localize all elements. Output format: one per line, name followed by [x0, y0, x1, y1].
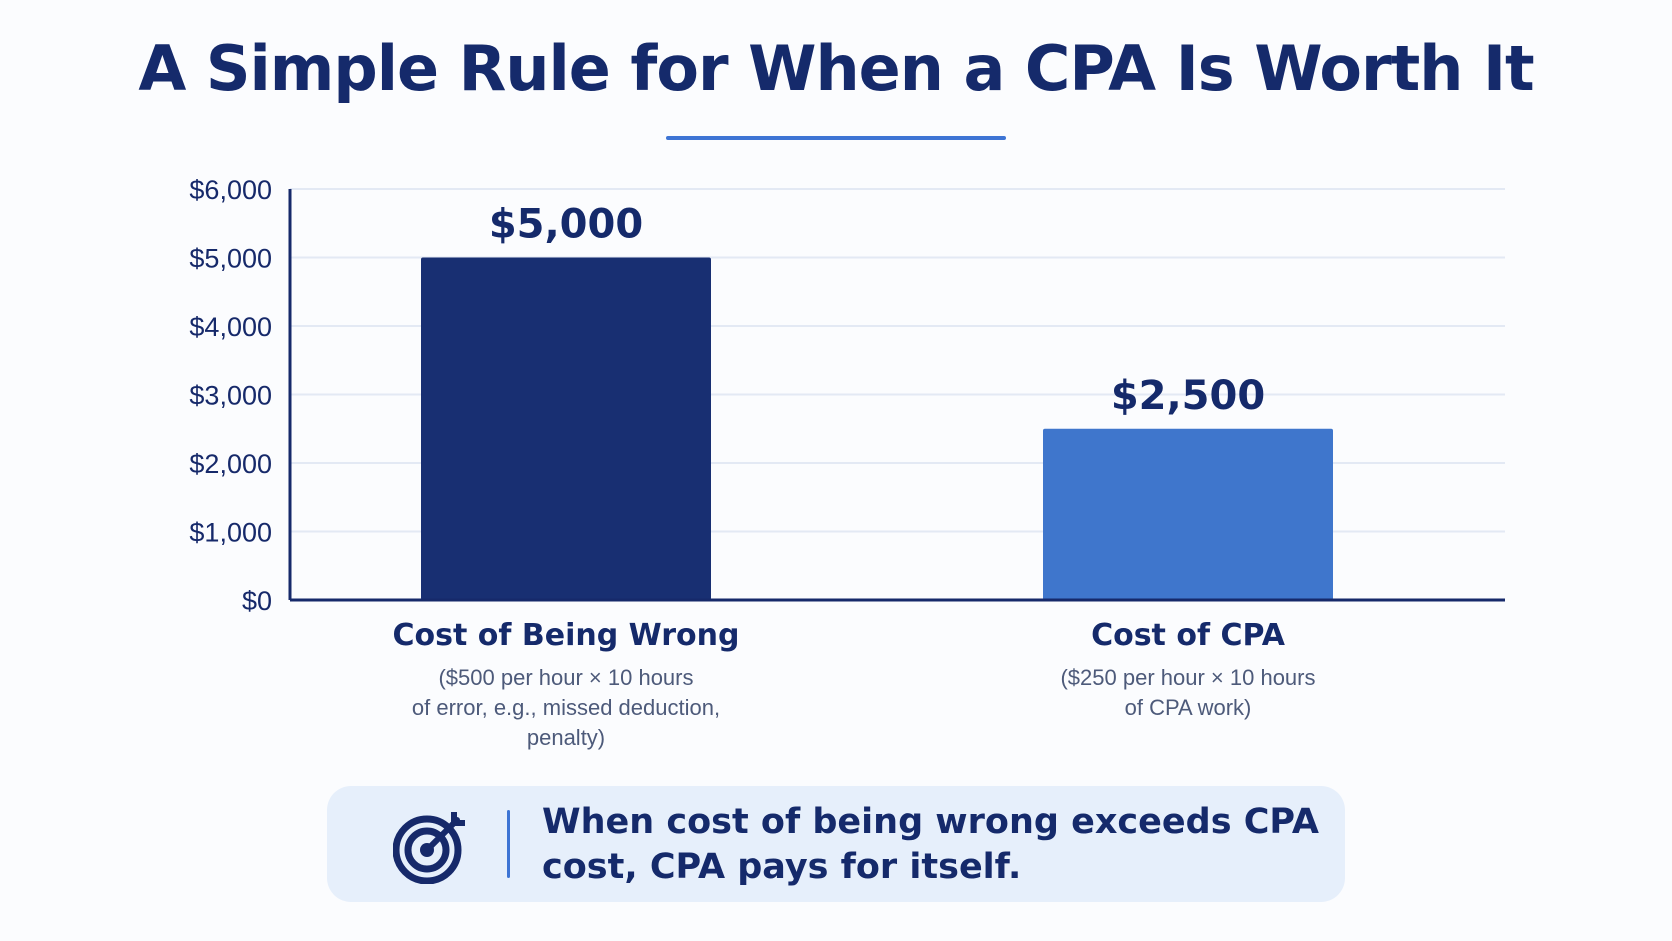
y-tick-label: $2,000: [189, 449, 272, 479]
category-label: Cost of CPA: [1091, 618, 1285, 653]
category-wrong: Cost of Being Wrong ($500 per hour × 10 …: [306, 618, 826, 753]
y-tick-label: $1,000: [189, 518, 272, 548]
y-tick-label: $3,000: [189, 381, 272, 411]
title-underline: [666, 136, 1006, 140]
axes: [288, 189, 1505, 602]
y-tick-label: $0: [242, 586, 272, 616]
callout-box: When cost of being wrong exceeds CPA cos…: [327, 786, 1345, 902]
y-tick-label: $5,000: [189, 244, 272, 274]
y-tick-labels: $0 $1,000 $2,000 $3,000 $4,000 $5,000 $6,000: [189, 175, 272, 616]
category-cpa: Cost of CPA ($250 per hour × 10 hours of…: [928, 618, 1448, 723]
callout-text: When cost of being wrong exceeds CPA cos…: [542, 802, 1319, 887]
data-label: $5,000: [489, 202, 643, 248]
data-labels: $5,000 $2,500: [489, 202, 1265, 419]
y-tick-label: $6,000: [189, 175, 272, 205]
bar: [421, 257, 711, 600]
data-label: $2,500: [1111, 373, 1265, 419]
chart-title: A Simple Rule for When a CPA Is Worth It: [138, 32, 1534, 105]
category-label: Cost of Being Wrong: [392, 618, 740, 653]
target-icon: [393, 812, 465, 884]
bar: [1043, 428, 1333, 600]
category-subtitle: ($500 per hour × 10 hours of error, e.g.…: [411, 665, 721, 750]
callout-divider: [507, 810, 510, 878]
category-subtitle: ($250 per hour × 10 hours of CPA work): [1060, 665, 1316, 720]
bars: [421, 257, 1333, 600]
y-tick-label: $4,000: [189, 312, 272, 342]
